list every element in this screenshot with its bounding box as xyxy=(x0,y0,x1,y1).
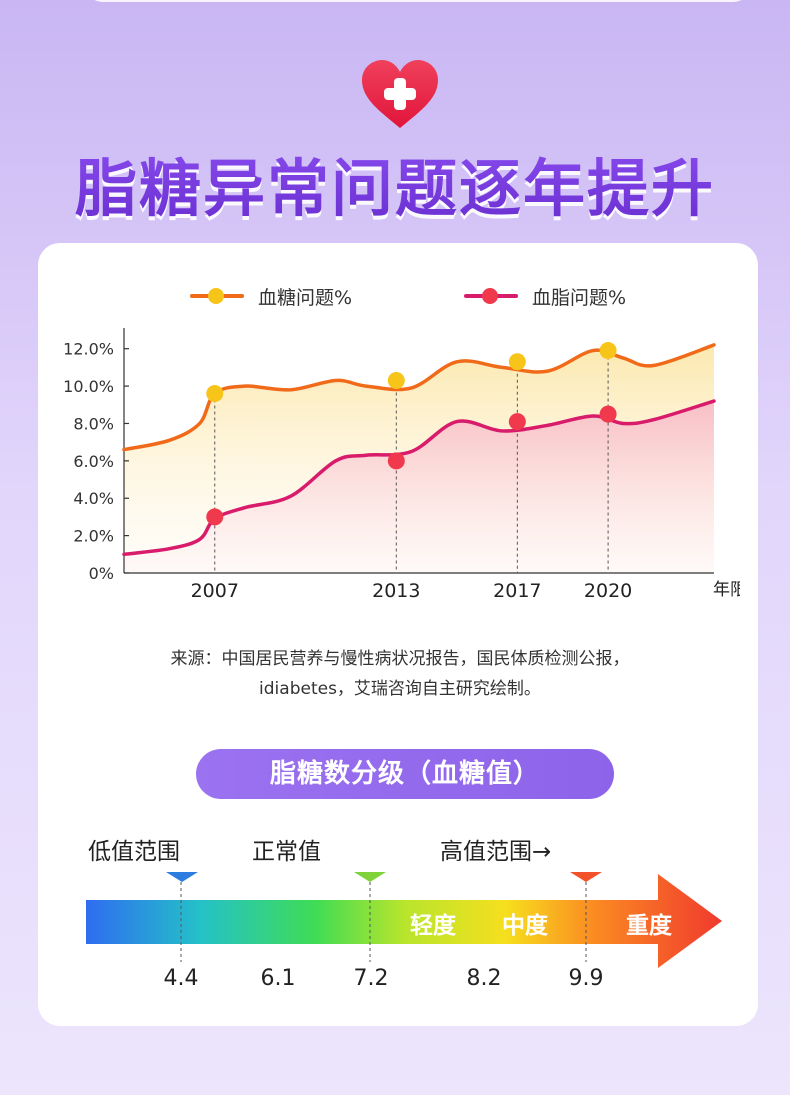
y-tick-label: 10.0% xyxy=(63,377,114,396)
page-title: 脂糖异常问题逐年提升 xyxy=(0,138,790,228)
data-point xyxy=(599,342,617,360)
severity-severe: 重度 xyxy=(626,913,672,939)
y-tick-label: 2.0% xyxy=(73,527,114,546)
range-marker-4-4 xyxy=(166,872,198,962)
legend-item-blood-sugar: 血糖问题% xyxy=(190,282,352,310)
x-tick-label: 2020 xyxy=(584,580,632,602)
severity-mild: 轻度 xyxy=(410,913,456,939)
range-label-normal: 正常值 xyxy=(252,839,321,865)
grading-tick: 7.2 xyxy=(353,966,389,991)
range-label-high: 高值范围→ xyxy=(440,839,552,865)
legend-line-swatch xyxy=(464,288,518,304)
severity-moderate: 中度 xyxy=(502,913,548,939)
y-tick-label: 6.0% xyxy=(73,452,114,471)
range-marker-7-2 xyxy=(354,872,386,962)
x-tick-label: 2007 xyxy=(191,580,239,602)
series-area xyxy=(124,401,714,573)
data-point xyxy=(599,405,617,423)
page-title-shadow: 脂糖异常问题逐年提升 xyxy=(0,142,790,232)
legend-label: 血糖问题% xyxy=(258,286,353,309)
x-tick-label: 2017 xyxy=(493,580,541,602)
heart-plus-icon xyxy=(362,60,438,128)
legend-label: 血脂问题% xyxy=(532,286,627,309)
grading-tick: 4.4 xyxy=(163,966,199,991)
line-chart: 0% 2.0% 4.0% 6.0% 8.0% 10.0% 12.0% 2007 2013 2017… xyxy=(63,328,740,602)
source-line-1: 来源：中国居民营养与慢性病状况报告，国民体质检测公报， xyxy=(170,649,630,669)
data-point xyxy=(206,508,224,526)
x-tick-label: 2013 xyxy=(372,580,420,602)
data-point xyxy=(387,371,405,389)
legend-line-swatch xyxy=(190,288,244,304)
range-label-low: 低值范围 xyxy=(88,839,180,865)
top-card-edge xyxy=(88,0,748,2)
range-marker-9-9 xyxy=(570,872,602,962)
legend-item-blood-lipid: 血脂问题% xyxy=(464,282,626,310)
source-note: 来源：中国居民营养与慢性病状况报告，国民体质检测公报， idiabetes，艾瑞… xyxy=(100,644,700,704)
grading-tick: 9.9 xyxy=(568,966,604,991)
grading-tick: 8.2 xyxy=(466,966,502,991)
data-point xyxy=(508,413,526,431)
y-tick-label: 4.0% xyxy=(73,489,114,508)
y-tick-label: 0% xyxy=(89,564,114,583)
y-tick-label: 12.0% xyxy=(63,340,114,359)
severity-gradient-bar xyxy=(86,872,722,968)
grading-tick: 6.1 xyxy=(260,966,296,991)
y-tick-label: 8.0% xyxy=(73,414,114,433)
data-point xyxy=(508,353,526,371)
source-line-2: idiabetes，艾瑞咨询自主研究绘制。 xyxy=(259,679,541,699)
data-point xyxy=(206,385,224,403)
x-axis-unit-label: 年限 xyxy=(713,580,740,600)
grading-pill: 脂糖数分级（血糖值） xyxy=(196,749,614,799)
data-point xyxy=(387,452,405,470)
